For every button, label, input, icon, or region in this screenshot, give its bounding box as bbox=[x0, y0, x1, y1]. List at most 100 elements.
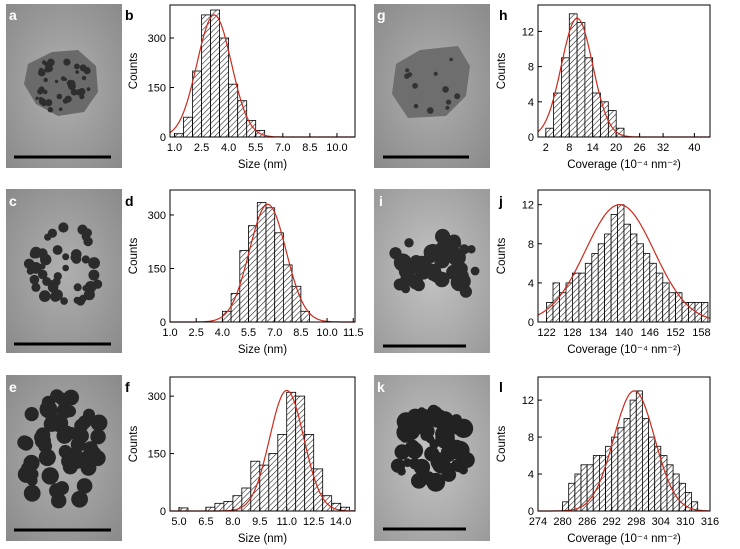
nanoparticle bbox=[397, 467, 406, 476]
histogram-bar bbox=[584, 57, 594, 138]
nanoparticle bbox=[81, 232, 91, 241]
nanoparticle bbox=[79, 294, 87, 303]
nanoparticle bbox=[90, 414, 108, 432]
histogram-bar bbox=[291, 285, 302, 323]
histogram-bar bbox=[561, 57, 570, 138]
nanoparticle bbox=[421, 260, 432, 271]
histogram-bar bbox=[617, 204, 625, 323]
histogram-bar bbox=[643, 253, 651, 323]
nanoparticle bbox=[39, 290, 51, 302]
nanoparticle bbox=[79, 94, 85, 100]
x-axis-label: Coverage (10⁻⁴ nm⁻²) bbox=[567, 344, 681, 356]
nanoparticle bbox=[413, 103, 419, 109]
nanoparticle bbox=[427, 107, 434, 114]
histogram-bar bbox=[623, 418, 631, 512]
nanoparticle bbox=[404, 238, 414, 248]
x-tick-label: 6.5 bbox=[198, 516, 213, 528]
nanoparticle bbox=[435, 228, 451, 245]
histogram-bar bbox=[635, 390, 643, 512]
histogram-bar bbox=[228, 83, 239, 138]
x-axis-label: Coverage (10⁻⁴ nm⁻²) bbox=[567, 159, 681, 171]
panel-label-f: f bbox=[125, 379, 130, 395]
nanoparticle bbox=[62, 253, 70, 261]
nanoparticle bbox=[450, 440, 470, 460]
nanoparticle bbox=[56, 93, 63, 100]
nanoparticle bbox=[398, 262, 416, 280]
histogram-l: 274 280 286 292 298 304 310 316 0 4 8 12 Coverage (1… bbox=[496, 376, 719, 545]
nanoparticle bbox=[24, 407, 39, 422]
nanoparticle bbox=[63, 77, 67, 82]
histogram-bar bbox=[559, 292, 567, 323]
nanoparticle bbox=[454, 93, 461, 100]
y-tick-label: 0 bbox=[160, 132, 166, 144]
nanoparticle bbox=[23, 484, 41, 502]
nanoparticle bbox=[75, 70, 80, 74]
tem-image-a bbox=[6, 4, 122, 168]
nanoparticle bbox=[449, 57, 453, 62]
nanoparticle bbox=[400, 433, 410, 443]
nanoparticle bbox=[58, 107, 63, 111]
nanoparticle bbox=[407, 72, 413, 77]
y-axis-label: Counts bbox=[128, 53, 140, 90]
nanoparticle bbox=[405, 68, 410, 73]
histogram-bar bbox=[610, 213, 618, 323]
nanoparticle bbox=[37, 248, 48, 259]
x-tick-label: 1.0 bbox=[167, 142, 182, 154]
x-tick-label: 292 bbox=[603, 516, 621, 528]
histogram-bar bbox=[572, 272, 580, 323]
x-axis-label: Size (nm) bbox=[238, 533, 287, 545]
x-tick-label: 274 bbox=[529, 516, 547, 528]
nanoparticle bbox=[88, 269, 100, 281]
y-tick-label: 0 bbox=[160, 506, 166, 518]
nanoparticle bbox=[419, 423, 435, 439]
nanoparticle bbox=[440, 450, 453, 464]
nanoparticle bbox=[409, 457, 421, 470]
histogram-bar bbox=[277, 433, 288, 512]
panel-label-l: l bbox=[499, 379, 503, 395]
x-tick-label: 7.0 bbox=[267, 327, 282, 339]
nanoparticle bbox=[467, 245, 476, 254]
nanoparticle bbox=[31, 282, 41, 292]
tem-image-k bbox=[374, 375, 490, 541]
nanoparticle bbox=[75, 89, 82, 96]
y-tick-label: 4 bbox=[528, 469, 534, 481]
histogram-bar bbox=[565, 282, 573, 323]
nanoparticle bbox=[60, 297, 68, 305]
nanoparticle bbox=[66, 79, 74, 87]
histogram-bar bbox=[274, 232, 284, 323]
histogram-bar bbox=[282, 264, 293, 323]
panel-label-j: j bbox=[498, 193, 503, 209]
x-tick-label: 32 bbox=[657, 142, 669, 154]
x-tick-label: 1.0 bbox=[162, 327, 177, 339]
nanoparticle bbox=[434, 271, 450, 288]
x-tick-label: 8.5 bbox=[293, 327, 308, 339]
histogram-bar bbox=[250, 460, 261, 512]
nanoparticle bbox=[403, 458, 412, 467]
histogram-bar bbox=[688, 301, 696, 323]
nanoparticle bbox=[17, 435, 32, 450]
histogram-bar bbox=[295, 395, 306, 512]
panel-label-c: c bbox=[9, 193, 17, 209]
histogram-bar bbox=[574, 473, 582, 512]
tem-image-c bbox=[6, 189, 122, 353]
nanoparticle bbox=[34, 432, 52, 449]
histogram-bar bbox=[286, 391, 297, 512]
x-tick-label: 4.0 bbox=[221, 142, 236, 154]
nanoparticle bbox=[458, 465, 468, 475]
panel-label-a: a bbox=[9, 7, 17, 23]
y-axis-label: Counts bbox=[496, 53, 508, 90]
panel-label-d: d bbox=[125, 193, 134, 209]
nanoparticle bbox=[41, 101, 47, 107]
histogram-bar bbox=[192, 70, 203, 138]
histogram-bar bbox=[576, 22, 586, 138]
x-tick-label: 14 bbox=[587, 142, 599, 154]
plot-frame bbox=[169, 189, 356, 323]
x-tick-label: 11.0 bbox=[276, 516, 297, 528]
x-tick-label: 146 bbox=[641, 327, 659, 339]
histogram-bar bbox=[223, 500, 234, 512]
histogram-bar bbox=[630, 233, 638, 323]
histogram-bar bbox=[545, 127, 554, 138]
x-tick-label: 9.5 bbox=[252, 516, 267, 528]
nanoparticle bbox=[56, 402, 73, 419]
nanoparticle bbox=[71, 490, 88, 508]
